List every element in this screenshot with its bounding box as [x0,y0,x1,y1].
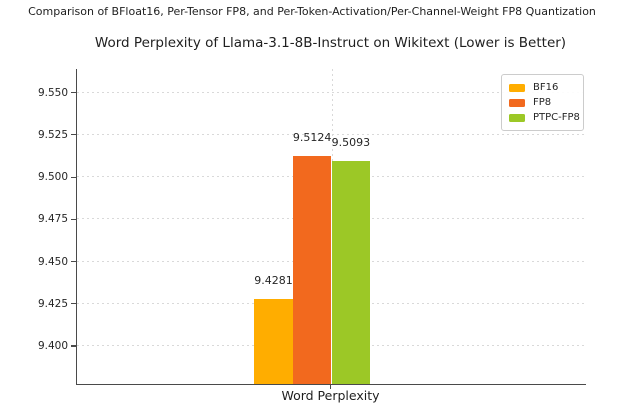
y-tick-label: 9.400 [37,340,68,352]
legend: BF16 FP8 PTPC-FP8 [501,74,584,131]
y-axis-tick-labels: 9.400 9.425 9.450 9.475 9.500 9.525 9.550 [0,69,68,384]
legend-swatch-bf16 [509,83,525,92]
y-tick-label: 9.450 [37,255,68,268]
x-axis-tick-mark [330,385,332,389]
x-axis-label: Word Perplexity [281,388,380,403]
bar-fp8 [292,156,332,384]
bar-value-label: 9.5093 [331,136,371,150]
bar-value-label: 9.4281 [254,273,293,287]
bar-value-label: 9.5124 [292,131,332,145]
y-tick-label: 9.425 [37,297,68,310]
chart-title: Word Perplexity of Llama-3.1-8B-Instruct… [94,35,567,51]
legend-item-fp8: FP8 [509,95,575,110]
legend-swatch-ptpc-fp8 [509,113,525,122]
y-tick-mark [71,218,76,220]
bar-ptpc-fp8 [331,161,371,384]
figure-suptitle: Comparison of BFloat16, Per-Tensor FP8, … [28,5,596,18]
y-tick-mark [71,134,76,136]
y-tick-label: 9.500 [37,171,68,184]
bar-bf16 [254,298,293,384]
legend-item-ptpc-fp8: PTPC-FP8 [509,110,580,125]
y-tick-mark [71,176,76,178]
y-tick-label: 9.550 [37,86,68,99]
y-tick-mark [71,260,76,263]
legend-label: BF16 [533,82,559,93]
plot-area: 9.4281 9.5124 9.5093 [76,69,586,385]
legend-item-bf16: BF16 [509,80,575,95]
legend-swatch-fp8 [509,98,525,107]
legend-label: FP8 [533,97,552,108]
y-tick-label: 9.475 [37,213,68,226]
y-axis-tick-marks [71,69,76,384]
y-tick-mark [71,92,76,94]
y-tick-mark [71,345,76,347]
legend-label: PTPC-FP8 [533,112,580,123]
y-tick-label: 9.525 [37,128,68,141]
y-tick-mark [71,303,76,305]
